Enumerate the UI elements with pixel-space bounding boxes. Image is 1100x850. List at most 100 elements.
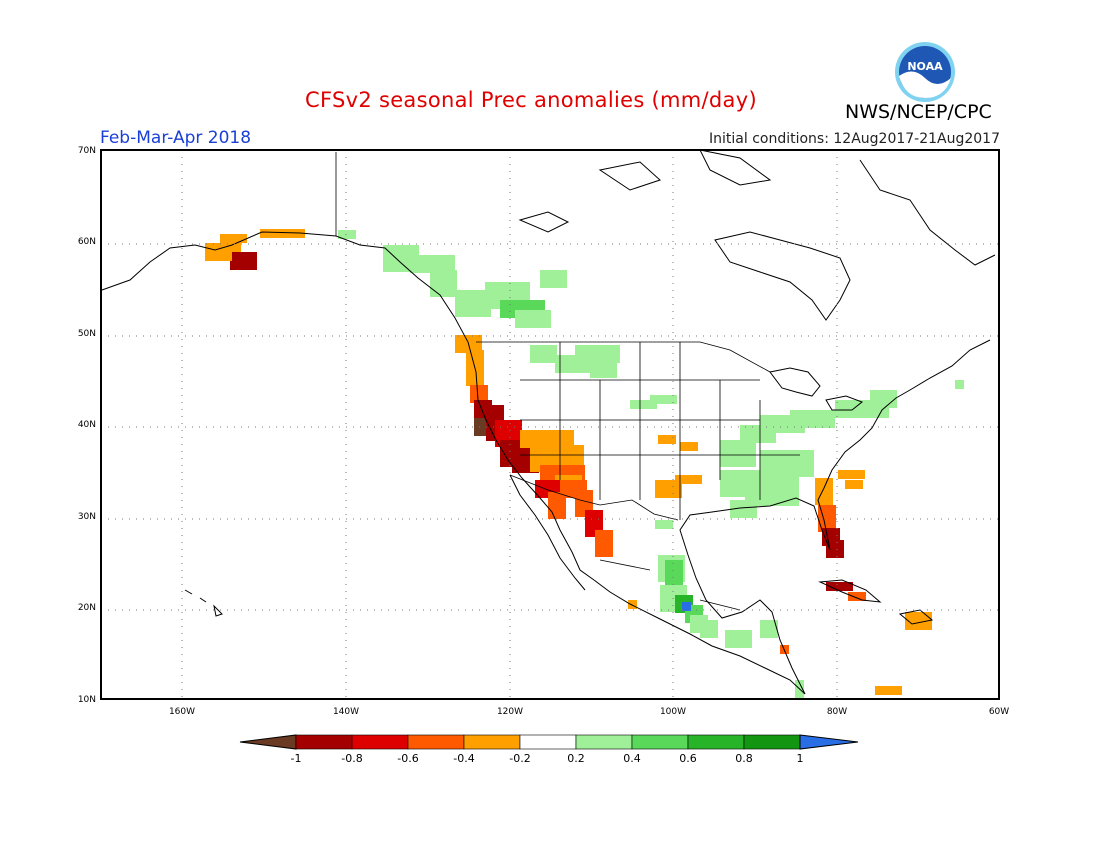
anomaly-cell [495,405,504,414]
anomaly-cell [527,300,536,309]
anomaly-cell [729,488,738,497]
anomaly-cell [495,438,504,447]
anomaly-cell [575,454,584,463]
colorbar-swatch [351,734,409,750]
anomaly-cell [548,492,557,501]
anomaly-cell [542,319,551,328]
anomaly-cell [604,539,613,548]
anomaly-cell [763,488,772,497]
colorbar-swatch [743,734,801,750]
anomaly-cell [754,488,763,497]
anomaly-cell [760,450,769,459]
anomaly-cell [905,612,914,621]
anomaly-cell [533,319,542,328]
colorbar-swatch [519,734,577,750]
anomaly-cell [720,458,729,467]
anomaly-cell [547,439,556,448]
anomaly-cell [769,415,778,424]
anomaly-cell [494,282,503,291]
anomaly-cell [512,455,521,464]
anomaly-cell [590,369,599,378]
anomaly-cell [853,400,862,409]
anomaly-cell [870,390,879,399]
anomaly-cell [781,470,790,479]
anomaly-cell [439,288,448,297]
anomaly-cell [446,264,455,273]
anomaly-cell [790,479,799,488]
anomaly-cell [853,409,862,418]
anomaly-cell [524,310,533,319]
anomaly-cell [664,520,673,529]
colorbar-label: 0.4 [623,752,641,765]
anomaly-cell [680,442,689,451]
anomaly-cell [745,488,754,497]
anomaly-cell [709,620,718,629]
anomaly-cell [674,578,683,587]
anomaly-cell [567,465,576,474]
anomaly-cell [754,470,763,479]
anomaly-cell [808,419,817,428]
anomaly-cell [509,300,518,309]
colorbar-swatch [407,734,465,750]
anomaly-cell [494,300,503,309]
anomaly-cell [608,369,617,378]
anomaly-cell [530,463,539,472]
anomaly-cell [437,264,446,273]
colorbar-label: -0.8 [341,752,362,765]
anomaly-cell [455,299,464,308]
anomaly-cell [709,629,718,638]
anomaly-cell [439,270,448,279]
anomaly-cell [763,497,772,506]
anomaly-cell [763,470,772,479]
anomaly-cell [650,395,659,404]
anomaly-cell [503,291,512,300]
anomaly-cell [787,424,796,433]
anomaly-cell [575,445,584,454]
anomaly-cell [564,475,573,484]
anomaly-cell [720,449,729,458]
anomaly-cell [518,300,527,309]
anomaly-cell [594,510,603,519]
colorbar-label: -0.2 [509,752,530,765]
anomaly-cell [410,255,419,264]
anomaly-cell [655,520,664,529]
anomaly-cell [745,470,754,479]
anomaly-cell [738,488,747,497]
anomaly-cell [515,310,524,319]
anomaly-cell [772,497,781,506]
anomaly-cell [539,354,548,363]
anomaly-cell [504,429,513,438]
anomaly-cell [838,470,847,479]
colorbar-label: -1 [291,752,302,765]
anomaly-cell [529,439,538,448]
anomaly-cell [824,478,833,487]
anomaly-cell [401,245,410,254]
anomaly-cell [383,263,392,272]
anomaly-cell [630,400,639,409]
anomaly-cell [287,229,296,238]
lon-label: 160W [169,707,195,717]
anomaly-cell [446,255,455,264]
anomaly-cell [720,488,729,497]
anomaly-cell [769,459,778,468]
anomaly-cell [535,489,544,498]
lon-label: 100W [660,707,686,717]
anomaly-cell [808,410,817,419]
anomaly-cell [585,519,594,528]
anomaly-cell [734,630,743,639]
anomaly-cell [664,480,673,489]
anomaly-cell [549,270,558,279]
anomaly-cell [799,410,808,419]
anomaly-cell [455,335,464,344]
anomaly-cell [564,364,573,373]
anomaly-cell [486,414,495,423]
colorbar-swatch [687,734,745,750]
anomaly-cell [419,255,428,264]
lon-label: 60W [989,707,1009,717]
anomaly-cell [862,409,871,418]
anomaly-cell [338,230,347,239]
anomaly-cell [674,569,683,578]
anomaly-cell [548,454,557,463]
anomaly-cell [778,459,787,468]
agency-label: NWS/NCEP/CPC [845,101,992,123]
